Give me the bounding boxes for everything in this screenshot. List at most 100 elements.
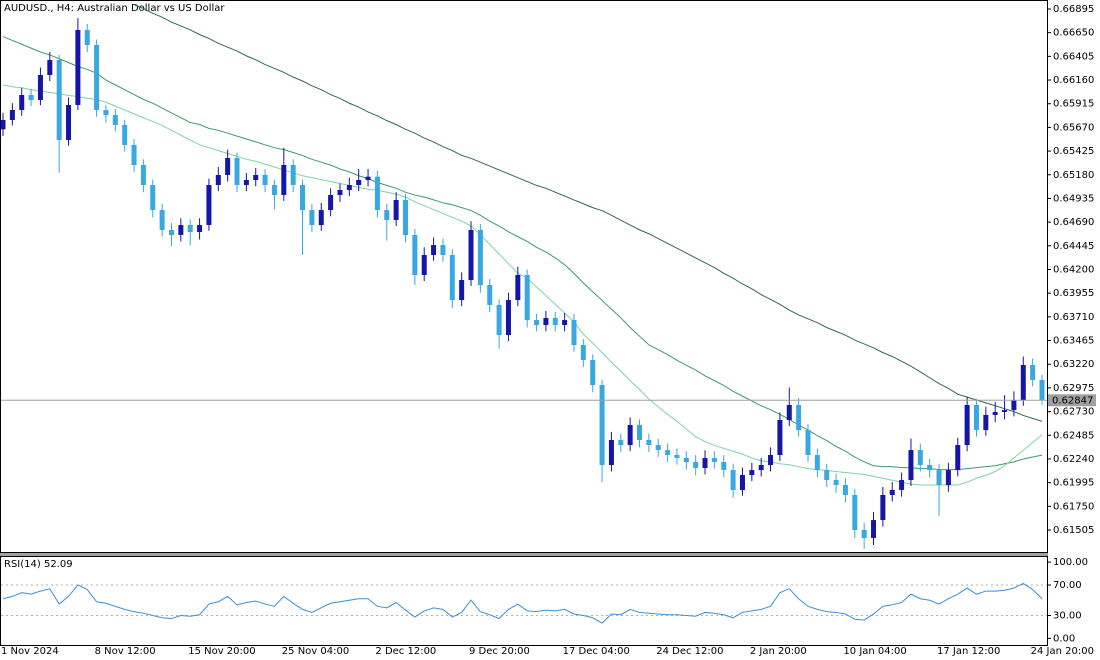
rsi-title: RSI(14) 52.09 xyxy=(4,559,73,570)
x-tick-label: 8 Nov 12:00 xyxy=(95,646,156,657)
candle-body xyxy=(318,210,324,226)
candle-body xyxy=(243,179,249,186)
candle-body xyxy=(1030,364,1036,380)
y-tick-label: 0.64445 xyxy=(1053,241,1094,252)
candle-body xyxy=(562,320,568,325)
y-tick-label: 0.65180 xyxy=(1053,170,1094,181)
candle-body xyxy=(936,470,942,486)
candle-body xyxy=(599,385,605,466)
candle-body xyxy=(861,529,867,539)
candle-body xyxy=(805,430,811,455)
candle-body xyxy=(421,254,427,276)
candle-body xyxy=(356,179,362,186)
candle-body xyxy=(646,440,652,446)
candle-body xyxy=(917,450,923,466)
candle-body xyxy=(524,275,530,321)
y-tick-label: 0.66895 xyxy=(1053,4,1094,15)
candle-body xyxy=(515,275,521,301)
x-tick-label: 2 Jan 20:00 xyxy=(750,646,807,657)
candle-body xyxy=(955,445,961,471)
candle-body xyxy=(964,405,970,446)
y-tick-label: 0.62240 xyxy=(1053,454,1094,465)
candle-body xyxy=(908,450,914,481)
candle-body xyxy=(37,75,43,100)
x-tick-label: 24 Dec 12:00 xyxy=(656,646,723,657)
candle-body xyxy=(206,185,212,226)
candle-body xyxy=(1011,399,1017,411)
candle-body xyxy=(487,285,493,305)
candle-body xyxy=(159,210,165,230)
y-tick-label: 0.64935 xyxy=(1053,193,1094,204)
candle-body xyxy=(627,425,633,446)
candle-body xyxy=(814,454,820,471)
candle-body xyxy=(739,474,745,490)
candle-body xyxy=(131,144,137,166)
candle-body xyxy=(693,462,699,469)
candle-body xyxy=(983,414,989,431)
y-tick-label: 0.61505 xyxy=(1053,525,1094,536)
candle-body xyxy=(880,495,886,521)
candle-body xyxy=(496,304,502,336)
candle-body xyxy=(140,165,146,186)
candle-body xyxy=(637,425,643,441)
candle-body xyxy=(1039,379,1045,401)
y-tick-label: 0.63465 xyxy=(1053,336,1094,347)
candle-body xyxy=(852,495,858,530)
y-tick-label: 0.64200 xyxy=(1053,264,1094,275)
moving-average xyxy=(133,4,1043,422)
y-tick-label: 0.63955 xyxy=(1053,288,1094,299)
candle-body xyxy=(459,280,465,301)
candle-body xyxy=(777,419,783,455)
candle-body xyxy=(66,104,72,140)
x-tick-label: 2 Dec 12:00 xyxy=(375,646,436,657)
price-label: 0.62847 xyxy=(1052,395,1093,406)
candle-body xyxy=(1002,410,1008,412)
candle-body xyxy=(178,225,184,235)
candle-body xyxy=(571,320,577,345)
candle-body xyxy=(337,190,343,195)
candle-body xyxy=(655,445,661,451)
candle-body xyxy=(112,115,118,125)
candle-body xyxy=(309,210,315,226)
panel-separator xyxy=(0,553,1048,556)
candle-body xyxy=(225,158,231,175)
candle-body xyxy=(758,465,764,471)
rsi-frame xyxy=(0,556,1048,646)
candle-body xyxy=(674,454,680,458)
x-tick-label: 9 Dec 20:00 xyxy=(469,646,530,657)
candle-body xyxy=(440,245,446,255)
candle-body xyxy=(75,29,81,105)
candle-body xyxy=(56,60,62,140)
y-tick-label: 0.65670 xyxy=(1053,122,1094,133)
candle-body xyxy=(412,234,418,276)
candle-body xyxy=(768,454,774,466)
x-tick-label: 15 Nov 20:00 xyxy=(188,646,255,657)
candle-body xyxy=(449,254,455,301)
candle-body xyxy=(992,411,998,415)
rsi-tick-label: 70.00 xyxy=(1053,580,1082,591)
candle-body xyxy=(468,229,474,281)
candle-body xyxy=(262,174,268,186)
candle-body xyxy=(103,110,109,116)
y-tick-label: 0.63710 xyxy=(1053,312,1094,323)
moving-average xyxy=(2,84,1043,486)
x-tick-label: 25 Nov 04:00 xyxy=(282,646,349,657)
y-tick-label: 0.66405 xyxy=(1053,51,1094,62)
candle-body xyxy=(1020,364,1026,400)
candle-body xyxy=(84,29,90,45)
candle-body xyxy=(271,185,277,195)
candle-body xyxy=(871,520,877,539)
y-tick-label: 0.66160 xyxy=(1053,75,1094,86)
candle-body xyxy=(393,199,399,221)
candle-body xyxy=(253,174,259,180)
candle-body xyxy=(899,480,905,490)
candle-body xyxy=(552,318,558,325)
rsi-line xyxy=(2,582,1043,624)
candle-body xyxy=(374,176,380,211)
candle-body xyxy=(290,165,296,186)
candle-body xyxy=(730,470,736,490)
candle-body xyxy=(973,405,979,431)
x-tick-label: 17 Jan 12:00 xyxy=(937,646,1000,657)
